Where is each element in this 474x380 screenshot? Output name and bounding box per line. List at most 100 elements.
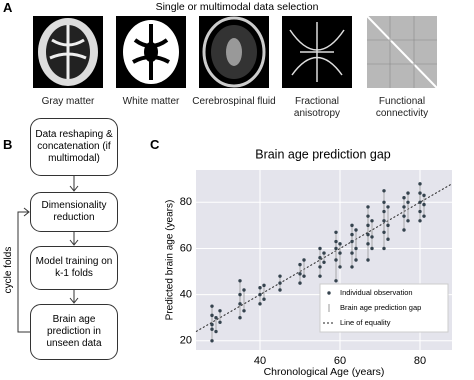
point (422, 202, 426, 207)
point (382, 246, 386, 251)
connectivity-matrix (366, 15, 438, 89)
point (338, 242, 342, 246)
y-tick-label: 80 (180, 196, 192, 208)
point (218, 309, 222, 313)
point (350, 251, 354, 255)
point (334, 246, 338, 251)
point (354, 258, 358, 262)
point (382, 209, 386, 214)
chart-title: Brain age prediction gap (255, 147, 391, 161)
panel-label: B (3, 137, 13, 152)
point (350, 265, 354, 269)
point (238, 315, 242, 320)
point (302, 258, 306, 262)
loop-label: cycle folds (3, 247, 14, 294)
point (210, 322, 214, 327)
point (418, 200, 422, 205)
point (318, 255, 322, 260)
point (334, 239, 338, 244)
legend-box (319, 283, 449, 333)
point (238, 292, 242, 297)
x-tick-label: 80 (414, 355, 426, 367)
point (418, 219, 422, 223)
y-tick-label: 40 (180, 289, 192, 301)
point (370, 219, 374, 223)
point (210, 327, 214, 331)
point (210, 304, 214, 308)
point (366, 232, 370, 237)
flow-arrows (17, 176, 79, 333)
point (322, 251, 326, 255)
point (402, 228, 406, 232)
legend-symbol (327, 291, 331, 295)
point (334, 258, 338, 262)
point (370, 235, 374, 239)
image-label: Functional connectivity (375, 96, 429, 119)
y-axis-label: Predicted brain age (years) (165, 200, 176, 321)
legend-label: Brain age prediction gap (340, 303, 421, 312)
point (418, 209, 422, 214)
panel-a-title: Single or multimodal data selection (155, 1, 319, 13)
point (382, 189, 386, 193)
point (318, 246, 322, 251)
brain-image (282, 16, 352, 88)
point (238, 279, 242, 283)
point (278, 281, 282, 285)
panel-label: A (3, 0, 13, 15)
point (402, 195, 406, 200)
point (334, 279, 338, 283)
point (402, 205, 406, 209)
point (338, 265, 342, 269)
point (382, 230, 386, 235)
x-tick-label: 40 (254, 355, 266, 367)
point (318, 274, 322, 278)
brain-image (199, 16, 269, 88)
point (318, 265, 322, 269)
point (350, 232, 354, 237)
point (382, 200, 386, 205)
y-tick-label: 60 (180, 242, 192, 254)
point (406, 200, 410, 205)
y-tick-label: 20 (180, 335, 192, 347)
brain-image (116, 16, 186, 88)
point (262, 283, 266, 288)
point (422, 193, 426, 198)
point (214, 315, 218, 320)
image-label: White matter (122, 96, 180, 107)
point (218, 320, 222, 325)
point (278, 288, 282, 292)
point (354, 228, 358, 232)
point (258, 302, 262, 306)
point (238, 302, 242, 306)
point (382, 219, 386, 223)
point (334, 230, 338, 235)
step-box: Brain age prediction in unseen data (30, 304, 118, 360)
point (402, 214, 406, 218)
legend-label: Individual observation (340, 288, 413, 297)
point (406, 219, 410, 223)
point (298, 272, 302, 276)
image-label: Fractional anisotropy (293, 96, 341, 119)
brain-image (33, 16, 103, 88)
point (386, 205, 390, 209)
point (258, 285, 262, 290)
point (258, 292, 262, 297)
point (354, 246, 358, 251)
point (422, 214, 426, 218)
point (366, 258, 370, 262)
point (210, 313, 214, 318)
image-label: Cerebrospinal fluid (192, 96, 276, 107)
x-axis-label: Chronological Age (years) (264, 366, 385, 378)
point (386, 237, 390, 241)
point (214, 329, 218, 334)
point (298, 262, 302, 267)
panel-label: C (150, 137, 160, 152)
point (366, 205, 370, 209)
point (366, 223, 370, 228)
point (278, 274, 282, 278)
point (322, 260, 326, 265)
point (418, 182, 422, 186)
